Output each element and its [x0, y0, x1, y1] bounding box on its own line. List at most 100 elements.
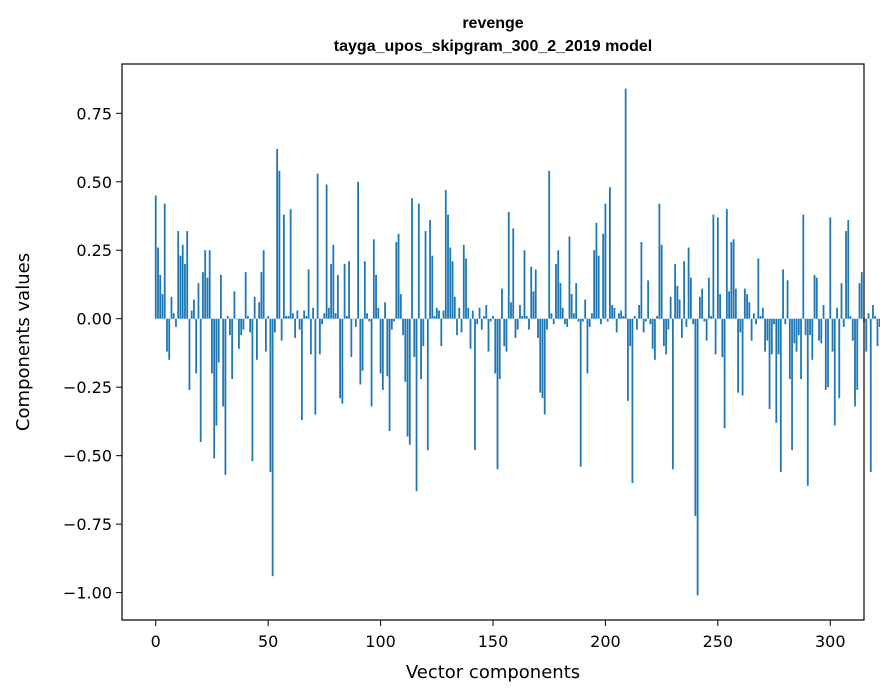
bar [692, 318, 695, 325]
bar [719, 294, 721, 319]
bar [786, 280, 789, 319]
bar [604, 203, 607, 319]
bar [649, 318, 652, 325]
bar [804, 318, 807, 336]
bar [546, 318, 548, 330]
bar [773, 318, 775, 325]
bar [831, 318, 834, 352]
y-tick-label: −0.75 [63, 515, 112, 534]
bar [433, 315, 436, 319]
bar [876, 318, 879, 347]
bar [399, 294, 402, 319]
bar [784, 318, 787, 325]
bar [325, 184, 328, 319]
bar [296, 310, 299, 319]
bar [354, 318, 357, 327]
bar [269, 318, 272, 473]
y-tick-label: −0.50 [63, 447, 112, 466]
bar [197, 283, 200, 319]
bar [818, 318, 820, 341]
bar [195, 318, 198, 374]
bar [640, 242, 643, 319]
bar [465, 258, 467, 319]
bar [593, 250, 596, 319]
bar [618, 313, 620, 319]
bar [172, 313, 175, 319]
bar [759, 315, 762, 319]
bar [208, 250, 211, 319]
bar [739, 318, 742, 333]
bar [336, 274, 339, 319]
bar [220, 274, 222, 319]
x-tick-label: 300 [815, 632, 846, 651]
bar [532, 291, 535, 319]
bar [865, 318, 868, 352]
bar [528, 318, 530, 330]
bar [253, 296, 256, 319]
bar [768, 318, 771, 410]
bar [559, 283, 562, 319]
y-tick-label: 0.50 [76, 173, 112, 192]
y-axis: 0.75 0.50 0.25 0.00 −0.25 −0.50 −0.75 −1.00 [63, 104, 122, 603]
bar [638, 305, 641, 319]
bar [395, 242, 398, 319]
bar [721, 318, 724, 358]
bar [595, 222, 598, 319]
bar [775, 318, 778, 423]
bar [476, 318, 479, 325]
bar [478, 307, 481, 319]
bar [548, 170, 551, 319]
chart-title-line2: tayga_upos_skipgram_300_2_2019 model [334, 38, 652, 55]
bar [235, 318, 238, 320]
bar [714, 318, 717, 355]
bar [413, 318, 416, 358]
bar [802, 214, 805, 319]
bar [624, 88, 627, 319]
bar [584, 299, 587, 319]
bar [206, 277, 209, 319]
bar [170, 296, 173, 319]
bar [460, 318, 463, 333]
bar [845, 231, 847, 319]
bar [244, 272, 247, 319]
bar [878, 318, 880, 327]
bar [184, 263, 186, 319]
bar [417, 203, 420, 319]
bar [242, 318, 245, 330]
bar [561, 307, 564, 319]
bar [622, 315, 625, 319]
bar [240, 318, 243, 336]
bar [579, 318, 582, 467]
bar [375, 274, 377, 319]
bar [226, 315, 229, 319]
bar [321, 318, 324, 325]
bar [483, 315, 485, 319]
bar [492, 315, 494, 319]
bar [824, 318, 827, 390]
bar [278, 170, 281, 319]
y-axis-label: Components values [13, 253, 34, 431]
bar [260, 272, 263, 319]
bar [613, 307, 616, 319]
bar [381, 318, 384, 390]
bar [716, 217, 719, 319]
bar [712, 214, 715, 319]
bar [393, 318, 395, 322]
bar [680, 318, 683, 338]
bar [707, 277, 710, 319]
bar [516, 318, 519, 330]
bar [687, 247, 690, 319]
bar [512, 228, 515, 319]
bar [867, 313, 870, 319]
bar [190, 310, 193, 319]
bar [388, 318, 391, 432]
bar [620, 310, 623, 319]
bar [424, 231, 427, 319]
bar [710, 315, 712, 319]
bar [280, 318, 283, 341]
bar [384, 302, 386, 319]
bar [318, 318, 321, 355]
bar [303, 310, 306, 319]
bar [287, 315, 290, 319]
bar [609, 187, 611, 319]
